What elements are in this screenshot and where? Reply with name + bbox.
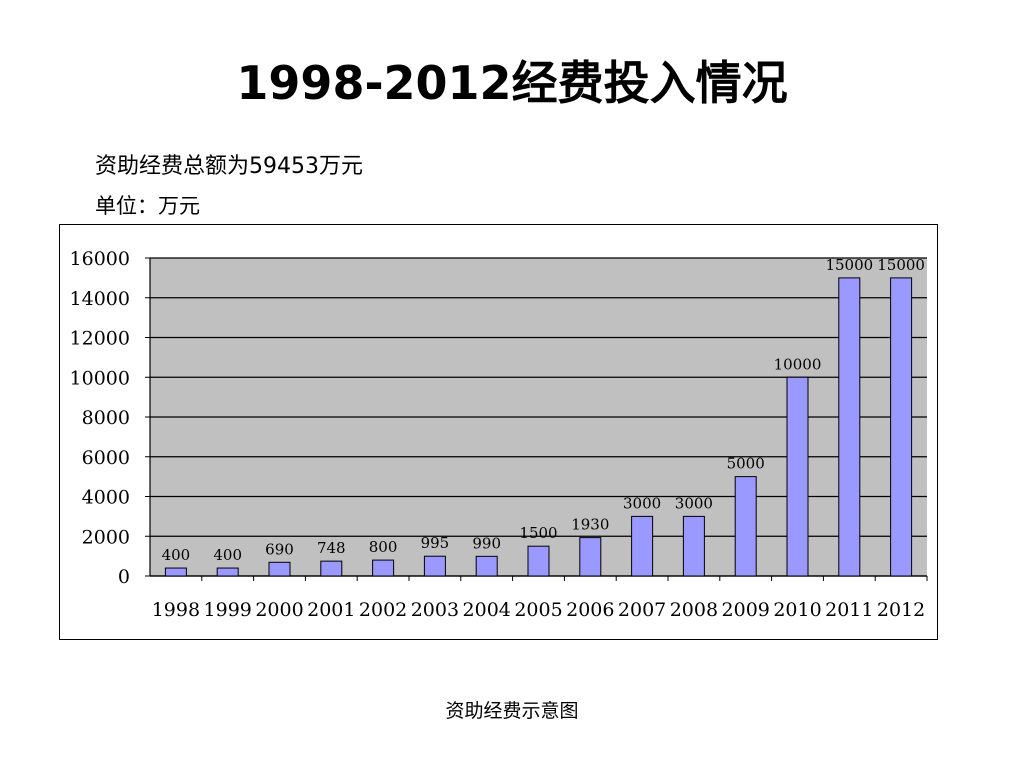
x-tick-label: 2007 [618, 599, 666, 621]
bar [682, 515, 705, 577]
bar [372, 559, 395, 577]
bar [890, 277, 913, 577]
x-tick-label: 2002 [359, 599, 407, 621]
y-tick-label: 14000 [70, 288, 130, 310]
x-tick-label: 2011 [825, 599, 873, 621]
bar [320, 560, 343, 577]
bar [268, 561, 291, 577]
x-tick-label: 2008 [670, 599, 718, 621]
bar [216, 567, 239, 577]
data-label: 10000 [774, 355, 822, 373]
bar [579, 537, 602, 577]
x-tick-label: 1998 [152, 599, 200, 621]
data-label: 3000 [623, 494, 661, 512]
chart-frame: 0 2000 4000 6000 8000 10000 12000 14000 16000 400… [59, 224, 938, 640]
data-label: 400 [213, 546, 242, 564]
unit-label: 单位：万元 [95, 194, 200, 218]
bar [734, 476, 757, 577]
bar [423, 555, 446, 577]
y-tick-label: 16000 [70, 248, 130, 270]
bar [527, 545, 550, 577]
page-title: 1998-2012经费投入情况 [236, 56, 788, 110]
bar [786, 376, 809, 577]
data-label: 400 [162, 546, 191, 564]
x-tick-label: 2000 [255, 599, 303, 621]
data-label: 800 [369, 538, 398, 556]
data-label: 5000 [727, 455, 765, 473]
x-tick-label: 2010 [773, 599, 821, 621]
funding-total-text: 资助经费总额为59453万元 [95, 154, 363, 179]
data-label: 3000 [675, 494, 713, 512]
x-tick-label: 2003 [411, 599, 459, 621]
data-label: 1500 [519, 524, 557, 542]
data-label: 15000 [825, 256, 873, 274]
data-label: 995 [421, 534, 450, 552]
y-tick-label: 12000 [70, 328, 130, 350]
bar [164, 567, 187, 577]
bar [838, 277, 861, 577]
y-tick-label: 0 [118, 566, 130, 588]
x-tick-label: 2001 [307, 599, 355, 621]
x-tick-label: 2009 [722, 599, 770, 621]
y-tick-label: 10000 [70, 367, 130, 389]
x-tick-label: 2006 [566, 599, 614, 621]
bar [475, 555, 498, 577]
y-tick-label: 2000 [82, 526, 130, 548]
data-label: 690 [265, 540, 294, 558]
y-tick-label: 4000 [82, 487, 130, 509]
data-label: 990 [472, 534, 501, 552]
data-label: 1930 [571, 516, 609, 534]
chart-caption: 资助经费示意图 [445, 700, 579, 722]
y-tick-label: 6000 [82, 447, 130, 469]
y-tick-label: 8000 [82, 407, 130, 429]
bar-chart: 0 2000 4000 6000 8000 10000 12000 14000 16000 400… [70, 248, 928, 621]
bar [631, 515, 654, 577]
x-tick-label: 2004 [463, 599, 511, 621]
x-tick-label: 1999 [204, 599, 252, 621]
x-tick-label: 2012 [877, 599, 925, 621]
x-tick-label: 2005 [514, 599, 562, 621]
data-label: 748 [317, 539, 346, 557]
data-label: 15000 [877, 256, 925, 274]
